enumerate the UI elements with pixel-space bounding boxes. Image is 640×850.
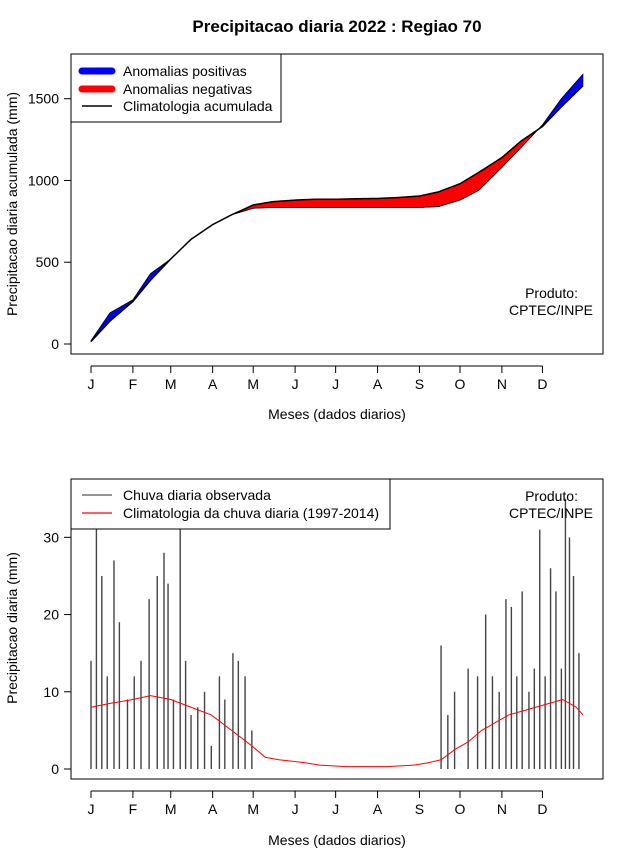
bottom-x-tick-label: O	[455, 801, 466, 817]
bottom-x-tick-label: D	[537, 801, 547, 817]
climatology-cumulative-line	[90, 85, 584, 343]
bottom-y-tick-label: 30	[43, 529, 59, 545]
chart-title: Precipitacao diaria 2022 : Regiao 70	[192, 17, 481, 36]
top-x-tick-label: M	[247, 376, 259, 392]
top-y-tick-label: 0	[51, 336, 59, 352]
legend-label-climatology: Climatologia acumulada	[123, 98, 273, 114]
bottom-credit-line-1: Produto:	[525, 488, 578, 504]
legend-label-negative: Anomalias negativas	[123, 81, 252, 97]
top-y-axis: 0 500 1000 1500	[28, 91, 72, 352]
top-x-tick-label: F	[129, 376, 138, 392]
bottom-y-tick-label: 0	[51, 761, 59, 777]
bottom-x-tick-label: M	[165, 801, 177, 817]
legend-label-climatology-daily: Climatologia da chuva diaria (1997-2014)	[123, 505, 379, 521]
bottom-y-axis: 0 10 20 30	[43, 529, 72, 777]
bottom-panel: 0 10 20 30 J F M A M J J A S O N D Meses (dados diario…	[4, 478, 604, 848]
positive-anomaly-area	[90, 213, 234, 343]
bottom-x-tick-label: M	[247, 801, 259, 817]
bottom-legend-box	[70, 478, 391, 530]
top-x-axis-label: Meses (dados diarios)	[268, 406, 406, 422]
top-plot-area	[90, 73, 584, 343]
top-y-tick-label: 500	[36, 254, 60, 270]
top-x-tick-label: S	[415, 376, 424, 392]
bottom-x-tick-label: N	[497, 801, 507, 817]
climatology-daily-line	[90, 695, 584, 768]
top-x-tick-label: J	[292, 376, 299, 392]
bottom-y-tick-label: 10	[43, 684, 59, 700]
top-x-tick-label: A	[373, 376, 383, 392]
bottom-x-tick-label: J	[292, 801, 299, 817]
bottom-x-tick-label: A	[208, 801, 218, 817]
top-x-tick-label: J	[88, 376, 95, 392]
top-x-tick-label: J	[332, 376, 339, 392]
top-x-tick-label: A	[208, 376, 218, 392]
legend-label-observed: Chuva diaria observada	[123, 487, 271, 503]
bottom-x-axis-label: Meses (dados diarios)	[268, 832, 406, 848]
bottom-y-axis-label: Precipitacao diaria (mm)	[4, 552, 20, 704]
top-y-tick-label: 1000	[28, 172, 59, 188]
bottom-x-tick-label: J	[88, 801, 95, 817]
top-x-tick-label: N	[497, 376, 507, 392]
bottom-x-tick-label: A	[373, 801, 383, 817]
top-credit-line-1: Produto:	[525, 285, 578, 301]
bottom-x-tick-label: J	[332, 801, 339, 817]
bottom-x-tick-label: F	[129, 801, 138, 817]
top-x-tick-label: D	[537, 376, 547, 392]
bottom-legend: Chuva diaria observada Climatologia da c…	[70, 478, 391, 530]
top-credit-line-2: CPTEC/INPE	[509, 302, 593, 318]
bottom-y-tick-label: 20	[43, 607, 59, 623]
top-y-axis-label: Precipitacao diaria acumulada (mm)	[4, 92, 20, 316]
top-legend: Anomalias positivas Anomalias negativas …	[70, 53, 282, 123]
legend-label-positive: Anomalias positivas	[123, 63, 247, 79]
top-x-tick-label: O	[455, 376, 466, 392]
top-panel: 0 500 1000 1500 J F M A M J J A S O N D Meses (dados d…	[4, 53, 604, 422]
bottom-plot-area	[90, 498, 584, 769]
top-x-tick-label: M	[165, 376, 177, 392]
top-y-tick-label: 1500	[28, 91, 59, 107]
bottom-x-tick-label: S	[415, 801, 424, 817]
bottom-credit-line-2: CPTEC/INPE	[509, 505, 593, 521]
